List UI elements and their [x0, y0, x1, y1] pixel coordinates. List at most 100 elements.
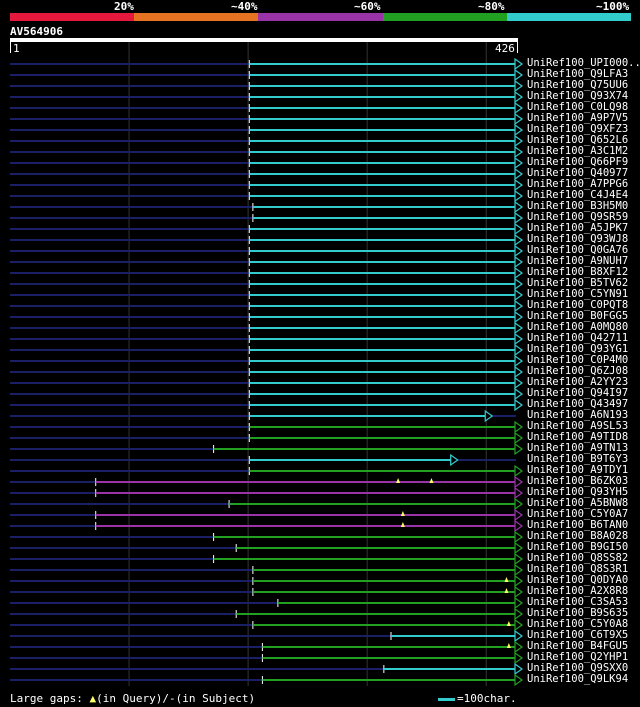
hit-row-10[interactable] [10, 156, 524, 170]
hit-label[interactable]: UniRef100_Q9LK94 [527, 673, 629, 685]
hit-row-22[interactable] [10, 288, 524, 302]
hit-row-21[interactable] [10, 277, 524, 291]
hit-row-56[interactable] [10, 662, 524, 676]
hit-label[interactable]: UniRef100_B9S635 [527, 607, 629, 619]
hit-row-38[interactable] [10, 464, 524, 478]
hit-label[interactable]: UniRef100_Q0GA76 [527, 244, 629, 256]
hit-label[interactable]: UniRef100_Q66PF9 [527, 156, 629, 168]
hit-label[interactable]: UniRef100_C6T9X5 [527, 629, 629, 641]
hit-row-47[interactable] [10, 563, 524, 577]
hit-row-3[interactable] [10, 79, 524, 93]
hit-label[interactable]: UniRef100_Q9SXX0 [527, 662, 629, 674]
hit-row-25[interactable] [10, 321, 524, 335]
hit-label[interactable]: UniRef100_Q8SS82 [527, 552, 629, 564]
hit-label[interactable]: UniRef100_A9P7V5 [527, 112, 629, 124]
hit-row-46[interactable] [10, 552, 524, 566]
hit-label[interactable]: UniRef100_A9SL53 [527, 420, 629, 432]
hit-row-17[interactable] [10, 233, 524, 247]
hit-row-28[interactable] [10, 354, 524, 368]
hit-label[interactable]: UniRef100_A2YY23 [527, 376, 629, 388]
hit-row-52[interactable] [10, 618, 524, 632]
hit-label[interactable]: UniRef100_B3H5M0 [527, 200, 629, 212]
hit-row-51[interactable] [10, 607, 524, 621]
hit-label[interactable]: UniRef100_A7PPG6 [527, 178, 629, 190]
hit-row-45[interactable] [10, 541, 524, 555]
hit-label[interactable]: UniRef100_C5YN91 [527, 288, 629, 300]
hit-row-49[interactable] [10, 585, 524, 599]
hit-label[interactable]: UniRef100_Q9SR59 [527, 211, 629, 223]
hit-row-1[interactable] [10, 57, 524, 71]
hit-row-18[interactable] [10, 244, 524, 258]
hit-row-42[interactable] [10, 508, 524, 522]
hit-label[interactable]: UniRef100_B6TAN0 [527, 519, 629, 531]
hit-row-41[interactable] [10, 497, 524, 511]
hit-row-7[interactable] [10, 123, 524, 137]
hit-label[interactable]: UniRef100_C3SA53 [527, 596, 629, 608]
hit-label[interactable]: UniRef100_Q9LFA3 [527, 68, 629, 80]
hit-row-54[interactable] [10, 640, 524, 654]
hit-row-15[interactable] [10, 211, 524, 225]
hit-label[interactable]: UniRef100_A9NUH7 [527, 255, 629, 267]
hit-label[interactable]: UniRef100_Q2YHP1 [527, 651, 629, 663]
hit-row-29[interactable] [10, 365, 524, 379]
hit-label[interactable]: UniRef100_Q93YH5 [527, 486, 629, 498]
hit-label[interactable]: UniRef100_Q94I97 [527, 387, 629, 399]
hit-row-30[interactable] [10, 376, 524, 390]
hit-label[interactable]: UniRef100_C0PQT8 [527, 299, 629, 311]
hit-row-43[interactable] [10, 519, 524, 533]
hit-row-6[interactable] [10, 112, 524, 126]
hit-row-4[interactable] [10, 90, 524, 104]
hit-label[interactable]: UniRef100_B4FGU5 [527, 640, 629, 652]
hit-label[interactable]: UniRef100_Q0DYA0 [527, 574, 629, 586]
hit-row-50[interactable] [10, 596, 524, 610]
hit-row-48[interactable] [10, 574, 524, 588]
hit-label[interactable]: UniRef100_C0LQ98 [527, 101, 629, 113]
hit-row-9[interactable] [10, 145, 524, 159]
hit-row-5[interactable] [10, 101, 524, 115]
hit-label[interactable]: UniRef100_A5BNW8 [527, 497, 629, 509]
hit-row-19[interactable] [10, 255, 524, 269]
hit-label[interactable]: UniRef100_A0MQ80 [527, 321, 629, 333]
hit-row-37[interactable] [10, 453, 516, 467]
hit-row-53[interactable] [10, 629, 524, 643]
hit-label[interactable]: UniRef100_B9GI50 [527, 541, 629, 553]
hit-label[interactable]: UniRef100_A6N193 [527, 409, 629, 421]
hit-label[interactable]: UniRef100_UPI000.. [527, 57, 640, 69]
hit-row-40[interactable] [10, 486, 524, 500]
hit-label[interactable]: UniRef100_Q43497 [527, 398, 629, 410]
hit-row-13[interactable] [10, 189, 524, 203]
hit-label[interactable]: UniRef100_B9T6Y3 [527, 453, 629, 465]
hit-row-33[interactable] [10, 409, 516, 423]
hit-row-39[interactable] [10, 475, 524, 489]
hit-label[interactable]: UniRef100_Q93X74 [527, 90, 629, 102]
hit-row-55[interactable] [10, 651, 524, 665]
hit-label[interactable]: UniRef100_C5Y0A7 [527, 508, 629, 520]
hit-label[interactable]: UniRef100_Q8S3R1 [527, 563, 629, 575]
hit-row-34[interactable] [10, 420, 524, 434]
hit-row-14[interactable] [10, 200, 524, 214]
hit-row-32[interactable] [10, 398, 524, 412]
hit-label[interactable]: UniRef100_Q9XFZ3 [527, 123, 629, 135]
hit-label[interactable]: UniRef100_C4J4E4 [527, 189, 629, 201]
hit-row-44[interactable] [10, 530, 524, 544]
hit-label[interactable]: UniRef100_Q6ZJ08 [527, 365, 629, 377]
hit-label[interactable]: UniRef100_Q652L6 [527, 134, 629, 146]
hit-label[interactable]: UniRef100_A5JPK7 [527, 222, 629, 234]
hit-label[interactable]: UniRef100_A9TN13 [527, 442, 629, 454]
hit-label[interactable]: UniRef100_A3C1M2 [527, 145, 629, 157]
hit-label[interactable]: UniRef100_A9TID8 [527, 431, 629, 443]
hit-label[interactable]: UniRef100_A2X8R8 [527, 585, 629, 597]
hit-row-2[interactable] [10, 68, 524, 82]
hit-label[interactable]: UniRef100_C5Y0A8 [527, 618, 629, 630]
hit-row-12[interactable] [10, 178, 524, 192]
hit-row-16[interactable] [10, 222, 524, 236]
hit-label[interactable]: UniRef100_A9TDY1 [527, 464, 629, 476]
hit-row-35[interactable] [10, 431, 524, 445]
hit-row-27[interactable] [10, 343, 524, 357]
hit-row-20[interactable] [10, 266, 524, 280]
hit-row-8[interactable] [10, 134, 524, 148]
hit-label[interactable]: UniRef100_Q75UU6 [527, 79, 629, 91]
hit-row-23[interactable] [10, 299, 524, 313]
hit-label[interactable]: UniRef100_B8A028 [527, 530, 629, 542]
hit-row-57[interactable] [10, 673, 524, 687]
